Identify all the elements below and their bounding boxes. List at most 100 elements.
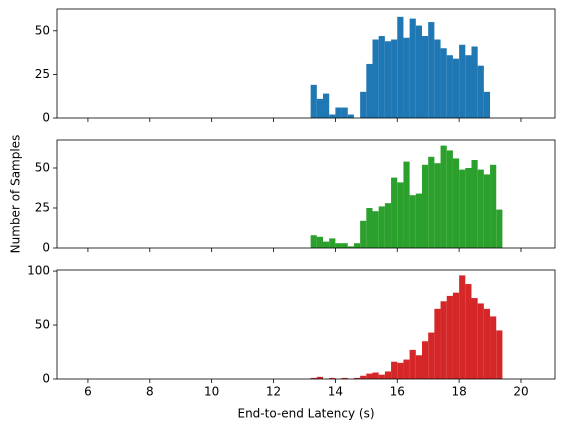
- bar: [490, 164, 497, 248]
- axes-frame: [56, 8, 556, 119]
- bar: [496, 330, 503, 379]
- x-tick-label: 18: [451, 385, 466, 399]
- bar: [452, 292, 460, 379]
- bar: [415, 355, 422, 379]
- bar: [329, 238, 336, 248]
- bar: [421, 36, 429, 119]
- y-tick-label: 50: [35, 318, 50, 332]
- bar: [323, 93, 330, 118]
- bar: [366, 63, 373, 118]
- bar: [360, 91, 367, 118]
- bar: [452, 58, 460, 118]
- bar: [434, 163, 441, 248]
- y-tick-label: 0: [42, 372, 50, 386]
- axes-frame: [56, 139, 556, 249]
- bar: [372, 372, 379, 379]
- bar: [471, 46, 478, 118]
- bar: [483, 174, 491, 248]
- bar: [459, 169, 466, 248]
- bar: [477, 169, 484, 248]
- bar: [353, 243, 361, 248]
- bar: [428, 156, 435, 248]
- bar: [490, 316, 497, 379]
- bar: [409, 18, 416, 119]
- bar: [421, 341, 429, 379]
- bar: [341, 377, 348, 379]
- bar: [415, 25, 422, 118]
- bar: [403, 37, 410, 118]
- bar: [471, 160, 478, 248]
- bar: [384, 203, 392, 248]
- bar: [360, 220, 367, 248]
- bar: [471, 298, 478, 379]
- bar: [452, 158, 460, 248]
- y-tick-label: 25: [35, 67, 50, 81]
- bar: [353, 377, 361, 379]
- bar: [496, 209, 503, 248]
- bar: [341, 243, 348, 248]
- bar: [428, 22, 435, 118]
- x-tick-label: 16: [390, 385, 405, 399]
- bar: [341, 107, 348, 118]
- bar: [409, 349, 416, 379]
- y-tick-label: 0: [42, 111, 50, 125]
- x-tick-label: 20: [513, 385, 528, 399]
- y-tick-label: 0: [42, 241, 50, 255]
- bar: [397, 362, 404, 379]
- bar: [446, 55, 453, 118]
- bar: [384, 371, 392, 379]
- x-tick-label: 8: [146, 385, 154, 399]
- bar: [477, 303, 484, 379]
- x-tick-label: 6: [84, 385, 92, 399]
- bar: [372, 39, 379, 118]
- bar: [440, 48, 447, 118]
- bar: [446, 295, 453, 379]
- y-axis-label: Number of Samples: [9, 135, 23, 254]
- bar: [477, 65, 484, 118]
- y-tick-label: 50: [35, 23, 50, 37]
- bar: [347, 114, 354, 118]
- bar: [465, 55, 472, 118]
- bar: [391, 39, 398, 118]
- y-tick-label: 50: [35, 161, 50, 175]
- bar: [366, 373, 373, 379]
- bar: [378, 206, 385, 248]
- bar: [310, 235, 317, 248]
- bar: [428, 332, 435, 379]
- bar: [347, 246, 354, 248]
- bar: [378, 374, 385, 379]
- bar: [310, 377, 317, 379]
- bar: [465, 284, 472, 379]
- bar: [391, 361, 398, 379]
- bar: [403, 161, 410, 248]
- bar: [483, 91, 491, 118]
- bar: [316, 236, 324, 248]
- bar: [378, 36, 385, 119]
- bar: [329, 377, 336, 379]
- bar: [421, 164, 429, 248]
- y-tick-label: 25: [35, 201, 50, 215]
- bar: [316, 98, 324, 118]
- x-axis-label: End-to-end Latency (s): [237, 407, 374, 421]
- bar: [397, 16, 404, 118]
- bar: [335, 107, 342, 118]
- bar: [440, 145, 447, 248]
- bar: [384, 41, 392, 118]
- bar: [316, 376, 324, 379]
- bar: [483, 308, 491, 379]
- bar: [397, 182, 404, 248]
- bar: [360, 375, 367, 379]
- axes-frame: [56, 269, 556, 380]
- y-tick-label: 100: [27, 264, 50, 278]
- bar: [372, 211, 379, 248]
- bar: [391, 177, 398, 248]
- bar: [415, 193, 422, 248]
- bar: [329, 114, 336, 118]
- x-tick-label: 10: [204, 385, 219, 399]
- bar: [409, 195, 416, 248]
- bar: [459, 275, 466, 379]
- bar: [323, 241, 330, 248]
- bar: [434, 308, 441, 379]
- bar: [459, 44, 466, 118]
